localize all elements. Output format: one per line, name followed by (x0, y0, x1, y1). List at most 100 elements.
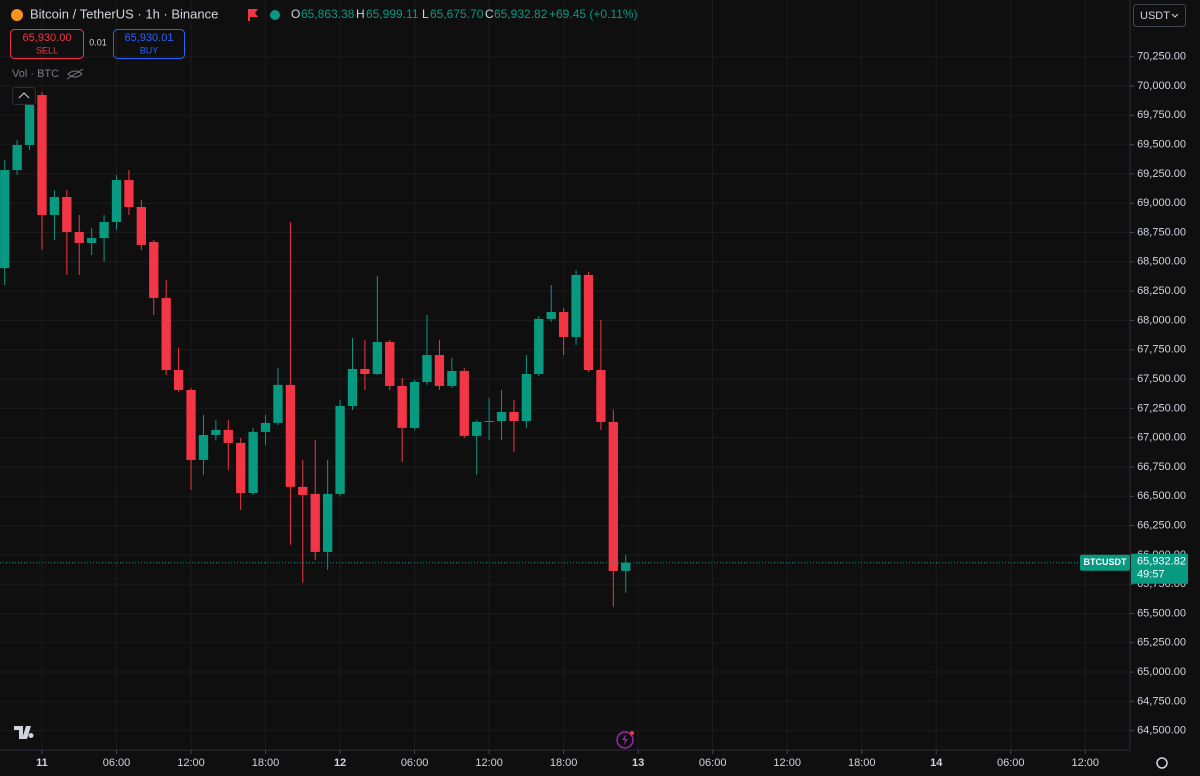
candles (0, 92, 1130, 607)
candle-body (273, 384, 283, 423)
x-tick-label: 18:00 (550, 757, 578, 769)
candle-body (434, 355, 445, 386)
candle-body (74, 231, 84, 243)
x-tick-label: 12:00 (177, 757, 205, 769)
y-tick-label: 68,250.00 (1137, 285, 1186, 297)
candle-body (484, 421, 494, 423)
market-open-icon (270, 10, 280, 20)
candle-body (409, 381, 420, 428)
ohlc-key: L (422, 7, 429, 21)
y-tick-label: 66,750.00 (1137, 461, 1186, 473)
candle-body (24, 105, 35, 145)
axes: 70,250.00 70,000.00 69,750.00 69,500.00 69,2… (36, 51, 1188, 769)
currency-label[interactable]: USDT (1140, 10, 1170, 22)
candle-body (509, 411, 519, 422)
price-tag (1131, 553, 1188, 584)
candle-body (596, 370, 606, 422)
candle-body (422, 355, 432, 382)
candle-body (87, 238, 97, 243)
alert-icon[interactable] (616, 731, 634, 749)
candle-body (173, 370, 184, 390)
buy-label[interactable]: BUY (140, 45, 159, 55)
price-tag-label: 65,932.82 (1137, 556, 1186, 568)
y-tick-label: 66,250.00 (1137, 519, 1186, 531)
candle-body (496, 411, 507, 422)
sell-price[interactable]: 65,930.00 (23, 32, 72, 44)
candle-body (211, 429, 221, 435)
x-tick-label: 06:00 (103, 757, 131, 769)
x-tick-label: 13 (632, 757, 644, 769)
buy-price[interactable]: 65,930.01 (125, 32, 174, 44)
flag-icon (248, 9, 258, 21)
candle-body (0, 170, 10, 269)
coin-icon (11, 9, 23, 21)
candle-body (372, 342, 382, 375)
spread: 0.01 (89, 37, 107, 47)
x-tick-label: 12:00 (475, 757, 503, 769)
logo (14, 726, 34, 739)
x-tick-label: 06:00 (997, 757, 1025, 769)
y-tick-label: 65,000.00 (1137, 666, 1186, 678)
ohlc-key: H (356, 7, 365, 21)
x-tick-label: 11 (36, 757, 48, 769)
candle-body (583, 274, 594, 371)
y-tick-label: 67,750.00 (1137, 344, 1186, 356)
currency-box[interactable] (1133, 4, 1186, 27)
y-tick-label: 69,500.00 (1137, 139, 1186, 151)
x-tick-label: 18:00 (252, 757, 280, 769)
currency-button[interactable]: USDT (1133, 4, 1186, 27)
candle-body (124, 180, 134, 207)
hide-icon[interactable] (66, 68, 84, 80)
sell-box[interactable] (10, 29, 84, 59)
candle-body (186, 389, 196, 460)
candle-body (534, 318, 544, 375)
candle-body (111, 180, 122, 222)
ohlc-value: 65,863.38 (301, 7, 355, 21)
y-tick-label: 68,500.00 (1137, 256, 1186, 268)
settings-icon[interactable] (1156, 757, 1168, 769)
candle-body (360, 368, 370, 375)
x-tick-label: 06:00 (699, 757, 727, 769)
y-tick-label: 70,000.00 (1137, 80, 1186, 92)
candle-body (335, 406, 345, 494)
symbol-tag-label: BTCUSDT (1084, 557, 1127, 567)
candle-body (447, 370, 457, 386)
x-tick-label: 12:00 (1072, 757, 1100, 769)
buy-box[interactable] (113, 29, 185, 59)
collapse-button[interactable] (12, 87, 36, 105)
y-tick-label: 70,250.00 (1137, 51, 1186, 63)
sell-button[interactable]: 65,930.00 SELL (10, 29, 84, 59)
candle-body (285, 384, 296, 487)
candle-body (62, 197, 72, 232)
y-tick-label: 65,250.00 (1137, 637, 1186, 649)
buy-button[interactable]: 65,930.01 BUY (113, 29, 185, 59)
alert-dot (630, 731, 634, 735)
x-tick-label: 14 (930, 757, 943, 769)
y-tick-label: 67,250.00 (1137, 402, 1186, 414)
dropdown-icon[interactable] (1171, 13, 1179, 18)
candle-body (223, 429, 233, 443)
symbol-tag (1080, 554, 1130, 571)
candle-body (322, 493, 333, 552)
alert-icon-bolt[interactable] (622, 734, 628, 745)
sell-label[interactable]: SELL (36, 45, 58, 55)
candle-body (248, 431, 258, 493)
candle-body (12, 144, 22, 171)
y-tick-label: 67,000.00 (1137, 432, 1186, 444)
y-tick-label: 69,000.00 (1137, 197, 1186, 209)
candle-body (198, 434, 209, 460)
candle-body (310, 493, 320, 552)
candle-body (260, 422, 271, 432)
candle-body (459, 370, 469, 436)
candle-body (149, 242, 159, 298)
candle-body (298, 486, 308, 495)
collapse-icon[interactable] (18, 92, 30, 99)
candle-body (347, 368, 358, 407)
x-tick-label: 12:00 (773, 757, 801, 769)
candle-body (472, 421, 482, 436)
candle-body (99, 221, 109, 239)
candle-body (608, 421, 618, 571)
candle-body (161, 297, 171, 371)
